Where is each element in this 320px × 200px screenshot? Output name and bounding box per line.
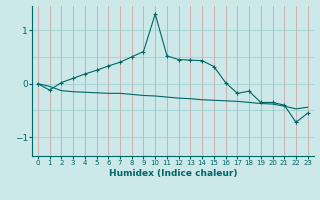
X-axis label: Humidex (Indice chaleur): Humidex (Indice chaleur) — [108, 169, 237, 178]
